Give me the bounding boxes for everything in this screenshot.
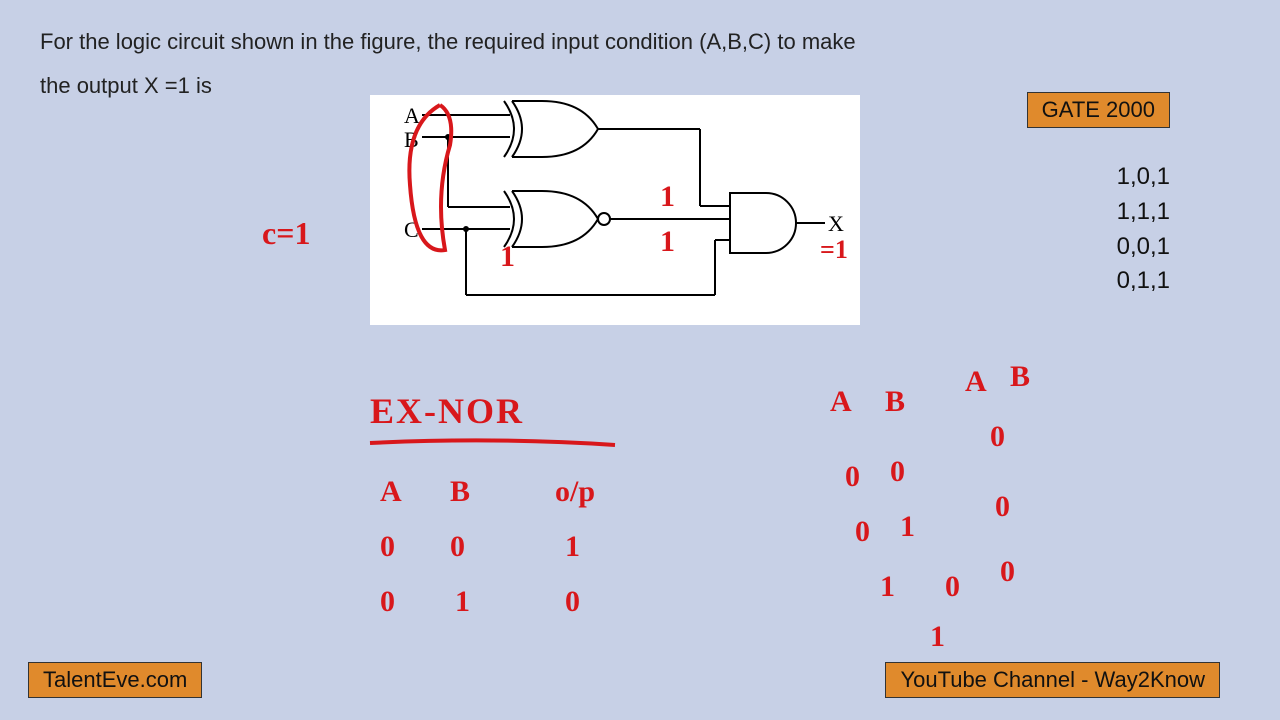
ttr-v5: 0 bbox=[995, 490, 1010, 524]
tt-right-h3: A bbox=[965, 365, 987, 399]
answer-options: 1,0,1 1,1,1 0,0,1 0,1,1 bbox=[1117, 160, 1170, 299]
tt-right-h2: B bbox=[885, 385, 905, 419]
ttr-v8: 0 bbox=[1000, 555, 1015, 589]
tt-left-r2-1: 1 bbox=[455, 585, 470, 619]
hand-one-mid: 1 bbox=[660, 225, 675, 259]
tt-left-h3: o/p bbox=[555, 475, 595, 509]
ttr-v7: 0 bbox=[945, 570, 960, 604]
tt-left-r1-2: 1 bbox=[565, 530, 580, 564]
hand-eq1: =1 bbox=[820, 235, 848, 265]
tt-left-r1-0: 0 bbox=[380, 530, 395, 564]
ttr-v2: 0 bbox=[990, 420, 1005, 454]
ttr-v4: 1 bbox=[900, 510, 915, 544]
hand-underline bbox=[365, 435, 625, 455]
label-x: X bbox=[828, 211, 844, 237]
option-3: 0,0,1 bbox=[1117, 230, 1170, 265]
gate-year-badge: GATE 2000 bbox=[1027, 92, 1170, 128]
option-4: 0,1,1 bbox=[1117, 264, 1170, 299]
tt-left-r1-1: 0 bbox=[450, 530, 465, 564]
ttr-v3: 0 bbox=[855, 515, 870, 549]
talenteve-badge: TalentEve.com bbox=[28, 662, 202, 698]
tt-right-h1: A bbox=[830, 385, 852, 419]
youtube-badge: YouTube Channel - Way2Know bbox=[885, 662, 1220, 698]
hand-c-eq-1: c=1 bbox=[262, 215, 310, 252]
option-2: 1,1,1 bbox=[1117, 195, 1170, 230]
hand-one-top: 1 bbox=[660, 180, 675, 214]
hand-exnor-title: EX-NOR bbox=[370, 390, 524, 432]
question-line-1: For the logic circuit shown in the figur… bbox=[40, 20, 1240, 64]
hand-circle-inputs bbox=[395, 95, 495, 275]
ttr-v9: 1 bbox=[930, 620, 945, 654]
tt-left-r2-2: 0 bbox=[565, 585, 580, 619]
ttr-v6: 1 bbox=[880, 570, 895, 604]
tt-left-h1: A bbox=[380, 475, 402, 509]
ttr-v0: 0 bbox=[845, 460, 860, 494]
option-1: 1,0,1 bbox=[1117, 160, 1170, 195]
tt-left-h2: B bbox=[450, 475, 470, 509]
ttr-v1: 0 bbox=[890, 455, 905, 489]
tt-left-r2-0: 0 bbox=[380, 585, 395, 619]
hand-one-c: 1 bbox=[500, 240, 515, 274]
tt-right-h4: B bbox=[1010, 360, 1030, 394]
